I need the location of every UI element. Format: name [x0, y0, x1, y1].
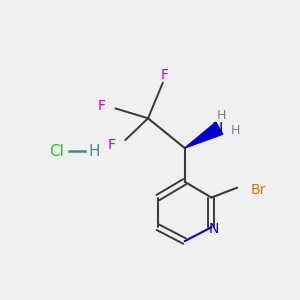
Text: F: F — [161, 68, 169, 82]
Text: Cl: Cl — [49, 145, 64, 160]
Text: H: H — [88, 145, 100, 160]
Text: H: H — [230, 124, 240, 137]
Text: F: F — [98, 99, 105, 113]
Polygon shape — [185, 122, 223, 148]
Text: F: F — [107, 138, 115, 152]
Text: Br: Br — [251, 183, 266, 196]
Text: N: N — [212, 122, 223, 137]
Text: H: H — [217, 109, 226, 122]
Text: N: N — [208, 222, 219, 236]
